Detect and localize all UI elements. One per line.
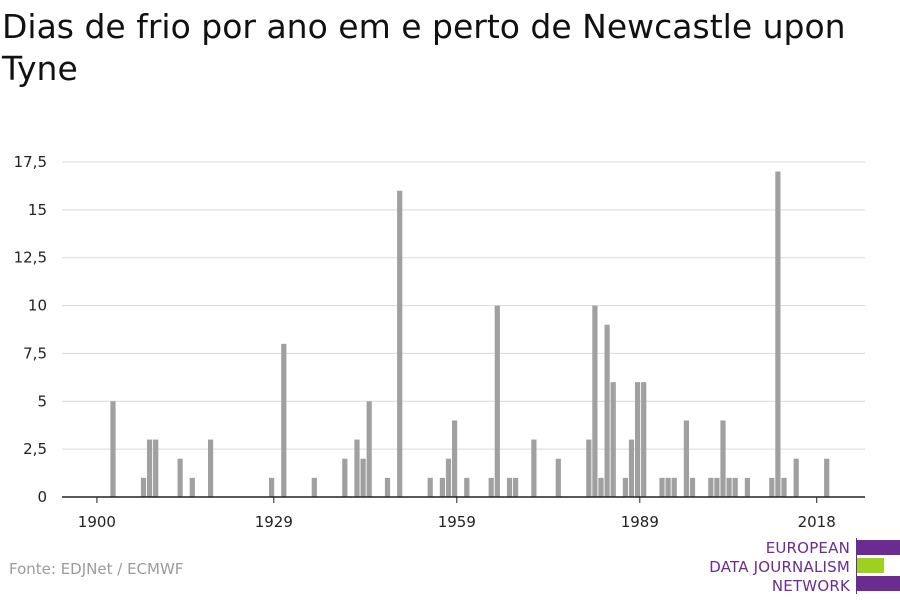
x-tick-label: 2018: [798, 513, 836, 531]
bar: [311, 477, 317, 497]
y-tick-label: 7,5: [23, 344, 47, 362]
bar: [793, 458, 799, 497]
gridlines: [62, 161, 865, 450]
bar: [153, 439, 159, 497]
bar: [659, 477, 665, 497]
bar: [720, 420, 726, 497]
bar: [769, 477, 775, 497]
y-tick-label: 12,5: [14, 249, 47, 267]
bar: [775, 171, 781, 497]
y-tick-label: 10: [28, 297, 47, 315]
bar: [506, 477, 513, 497]
logo-divider: [856, 538, 857, 594]
bar: [281, 343, 287, 497]
bar: [513, 477, 519, 497]
bar: [110, 401, 116, 497]
bar: [494, 305, 500, 497]
bar: [488, 477, 494, 497]
x-tick-label: 1900: [78, 513, 116, 531]
edjnet-logo: EUROPEAN DATA JOURNALISM NETWORK: [700, 536, 900, 596]
bar: [781, 477, 787, 497]
bar: [177, 458, 183, 497]
x-tick-label: 1929: [255, 513, 293, 531]
bar: [452, 420, 458, 497]
bar: [445, 458, 452, 497]
bar: [665, 477, 671, 497]
x-tick-label: 1959: [438, 513, 476, 531]
logo-line-1: EUROPEAN: [765, 539, 850, 557]
bar: [604, 324, 610, 497]
logo-bar-3: [857, 576, 900, 591]
bar: [555, 458, 561, 497]
bar: [397, 190, 403, 497]
bar: [140, 477, 147, 497]
y-tick-label: 17,5: [14, 153, 47, 171]
bar: [439, 477, 445, 497]
y-tick-label: 15: [28, 201, 47, 219]
logo-line-2: DATA JOURNALISM: [709, 558, 850, 576]
bar: [342, 458, 348, 497]
y-tick-labels: 0 2,5 5 7,5 10 12,5 15 17,5: [14, 153, 47, 506]
bar: [689, 477, 696, 497]
bar: [586, 439, 592, 497]
y-tick-label: 5: [37, 392, 47, 410]
bar: [208, 439, 214, 497]
bar: [628, 439, 635, 497]
bar: [714, 477, 720, 497]
bar: [384, 477, 391, 497]
bar: [598, 477, 604, 497]
bar: [360, 458, 366, 497]
x-tick-labels: 1900 1929 1959 1989 2018: [78, 497, 836, 531]
bar: [726, 477, 732, 497]
logo-line-3: NETWORK: [771, 577, 850, 595]
y-tick-label: 2,5: [23, 440, 47, 458]
bar: [147, 439, 153, 497]
bar: [366, 401, 372, 497]
bars: [110, 171, 830, 497]
chart-title: Dias de frio por ano em e perto de Newca…: [2, 7, 846, 88]
bar: [592, 305, 598, 497]
bar: [824, 458, 830, 497]
bar: [464, 477, 470, 497]
bar: [189, 477, 195, 497]
y-tick-label: 0: [37, 488, 47, 506]
logo-bar-1: [857, 540, 900, 555]
bar: [622, 477, 628, 497]
bar: [610, 382, 616, 497]
bar: [635, 382, 641, 497]
bar: [531, 439, 537, 497]
logo-bar-2: [857, 558, 884, 573]
bar-chart: 0 2,5 5 7,5 10 12,5 15 17,5 1900 1929 1959 1989 201…: [14, 153, 865, 531]
source-note: Fonte: EDJNet / ECMWF: [9, 560, 184, 578]
bar: [269, 477, 275, 497]
bar: [641, 382, 647, 497]
bar: [671, 477, 677, 497]
bar: [744, 477, 750, 497]
x-tick-label: 1989: [621, 513, 659, 531]
bar: [354, 439, 360, 497]
bar: [683, 420, 689, 497]
bar: [732, 477, 738, 497]
bar: [427, 477, 433, 497]
bar: [708, 477, 714, 497]
